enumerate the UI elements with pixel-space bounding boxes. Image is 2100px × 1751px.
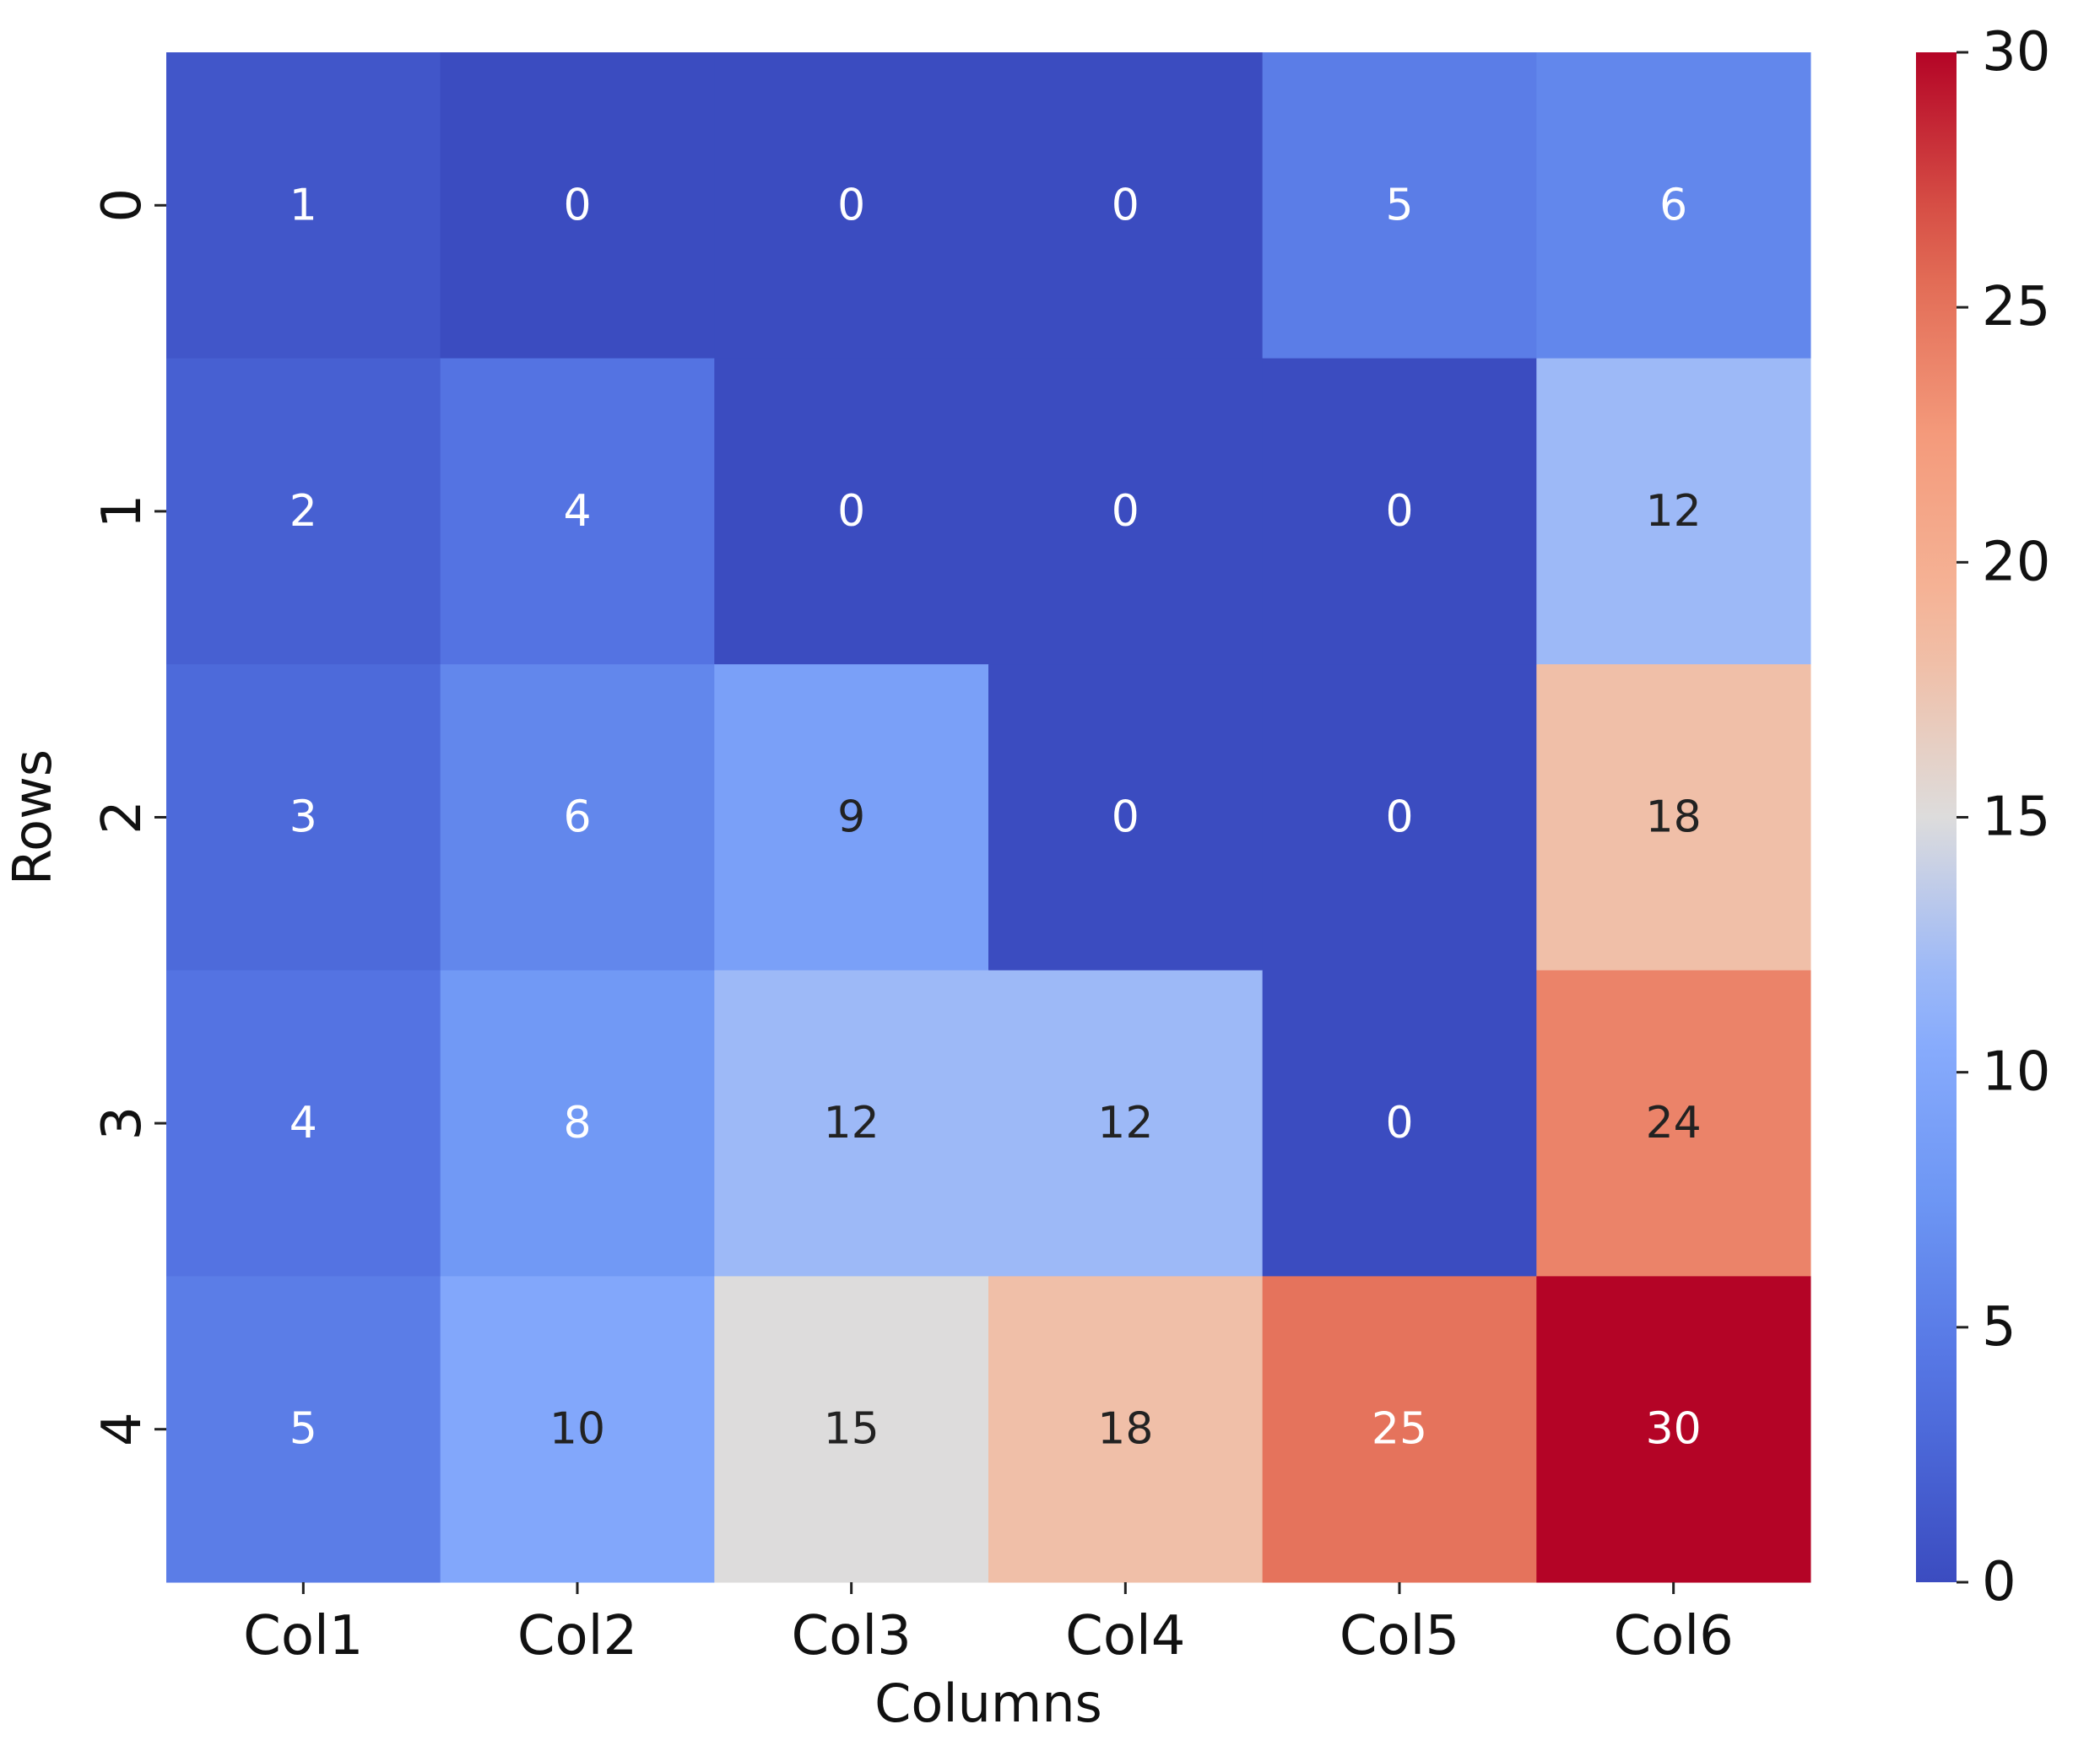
cell-value-r1-c6: 12 (1646, 486, 1702, 537)
heatmap-cell-r1-c4 (988, 358, 1264, 665)
cell-value-r3-c6: 24 (1646, 1098, 1702, 1148)
x-tick-label-col2: Col2 (517, 1605, 637, 1667)
y-tick-label-3: 3 (91, 1106, 154, 1141)
y-axis-label: Rows (2, 749, 63, 885)
heatmap-cell-r3-c6 (1536, 970, 1811, 1277)
heatmap-cell-r2-c1 (166, 664, 441, 971)
heatmap-cell-r4-c2 (440, 1276, 715, 1583)
heatmap-cell-r2-c2 (440, 664, 715, 971)
cell-value-r2-c3: 9 (837, 792, 865, 843)
colorbar-ticks: 0 5 10 15 20 25 30 (1957, 21, 2050, 1613)
heatmap-cell-r0-c1 (166, 52, 441, 359)
y-tick-label-2: 2 (91, 800, 154, 835)
cell-value-r4-c5: 25 (1372, 1404, 1427, 1455)
heatmap-cell-r2-c6 (1536, 664, 1811, 971)
cell-value-r4-c4: 18 (1097, 1404, 1153, 1455)
cell-value-r3-c4: 12 (1097, 1098, 1153, 1148)
y-tick-label-1: 1 (91, 494, 154, 529)
heatmap-cell-r3-c2 (440, 970, 715, 1277)
cell-value-r4-c3: 15 (824, 1404, 880, 1455)
x-tick-label-col6: Col6 (1613, 1605, 1733, 1667)
cell-value-r1-c3: 0 (837, 486, 865, 537)
cell-value-r0-c4: 0 (1112, 180, 1139, 230)
cell-value-r2-c4: 0 (1112, 792, 1139, 843)
cell-value-r0-c3: 0 (837, 180, 865, 230)
cell-value-r2-c5: 0 (1385, 792, 1413, 843)
heatmap-cell-r1-c2 (440, 358, 715, 665)
cell-value-r1-c5: 0 (1385, 486, 1413, 537)
x-tick-label-col1: Col1 (243, 1605, 363, 1667)
heatmap-cell-r4-c4 (988, 1276, 1264, 1583)
cell-value-r0-c2: 0 (563, 180, 591, 230)
cell-value-r4-c2: 10 (549, 1404, 605, 1455)
cell-value-r2-c1: 3 (290, 792, 317, 843)
heatmap-cell-r4-c3 (714, 1276, 989, 1583)
cell-value-r0-c5: 5 (1385, 180, 1413, 230)
heatmap-cell-r2-c4 (988, 664, 1264, 971)
cell-value-r3-c2: 8 (563, 1098, 591, 1148)
colorbar-tick-label-30: 30 (1982, 21, 2050, 84)
cell-value-r2-c2: 6 (563, 792, 591, 843)
heatmap-cell-r1-c5 (1262, 358, 1537, 665)
heatmap-cell-r3-c4 (988, 970, 1264, 1277)
heatmap-cell-r1-c6 (1536, 358, 1811, 665)
heatmap-cell-r4-c6 (1536, 1276, 1811, 1583)
cell-value-r0-c6: 6 (1659, 180, 1687, 230)
x-axis-ticks: Col1 Col2 Col3 Col4 Col5 Col6 (243, 1582, 1734, 1667)
heatmap-cell-r0-c5 (1262, 52, 1537, 359)
x-tick-label-col4: Col4 (1065, 1605, 1185, 1667)
heatmap-cells (166, 52, 1811, 1583)
heatmap-cell-r1-c1 (166, 358, 441, 665)
heatmap-cell-r3-c3 (714, 970, 989, 1277)
colorbar-tick-label-25: 25 (1982, 276, 2050, 338)
cell-value-r1-c1: 2 (290, 486, 317, 537)
heatmap-cell-labels: 1 0 0 0 5 62 4 0 0 0 123 6 9 0 0 184 8 12 12 0 245 10 15 18 25 30 (290, 180, 1702, 1454)
x-tick-label-col3: Col3 (791, 1605, 911, 1667)
cell-value-r1-c4: 0 (1112, 486, 1139, 537)
y-axis-ticks: 0 1 2 3 4 (91, 188, 166, 1446)
colorbar-tick-label-5: 5 (1982, 1296, 2016, 1359)
heatmap-cell-r0-c2 (440, 52, 715, 359)
colorbar-tick-label-20: 20 (1982, 531, 2050, 593)
colorbar-tick-label-0: 0 (1982, 1551, 2016, 1613)
cell-value-r3-c5: 0 (1385, 1098, 1413, 1148)
x-tick-label-col5: Col5 (1340, 1605, 1459, 1667)
heatmap-cell-r1-c3 (714, 358, 989, 665)
heatmap-cell-r2-c5 (1262, 664, 1537, 971)
heatmap-cell-r0-c3 (714, 52, 989, 359)
cell-value-r2-c6: 18 (1646, 792, 1702, 843)
y-tick-label-0: 0 (91, 188, 154, 223)
heatmap-cell-r4-c1 (166, 1276, 441, 1583)
cell-value-r4-c1: 5 (290, 1404, 317, 1455)
heatmap-cell-r3-c1 (166, 970, 441, 1277)
heatmap-cell-r0-c6 (1536, 52, 1811, 359)
colorbar-tick-label-15: 15 (1982, 786, 2050, 849)
colorbar (1916, 52, 1957, 1582)
colorbar-tick-label-10: 10 (1982, 1041, 2050, 1104)
heatmap-cell-r2-c3 (714, 664, 989, 971)
heatmap-cell-r0-c4 (988, 52, 1264, 359)
heatmap-cell-r3-c5 (1262, 970, 1537, 1277)
cell-value-r4-c6: 30 (1646, 1404, 1702, 1455)
x-axis-label: Columns (874, 1673, 1102, 1734)
cell-value-r0-c1: 1 (290, 180, 317, 230)
y-tick-label-4: 4 (91, 1412, 154, 1446)
cell-value-r3-c1: 4 (290, 1098, 317, 1148)
heatmap-cell-r4-c5 (1262, 1276, 1537, 1583)
cell-value-r3-c3: 12 (824, 1098, 880, 1148)
cell-value-r1-c2: 4 (563, 486, 591, 537)
